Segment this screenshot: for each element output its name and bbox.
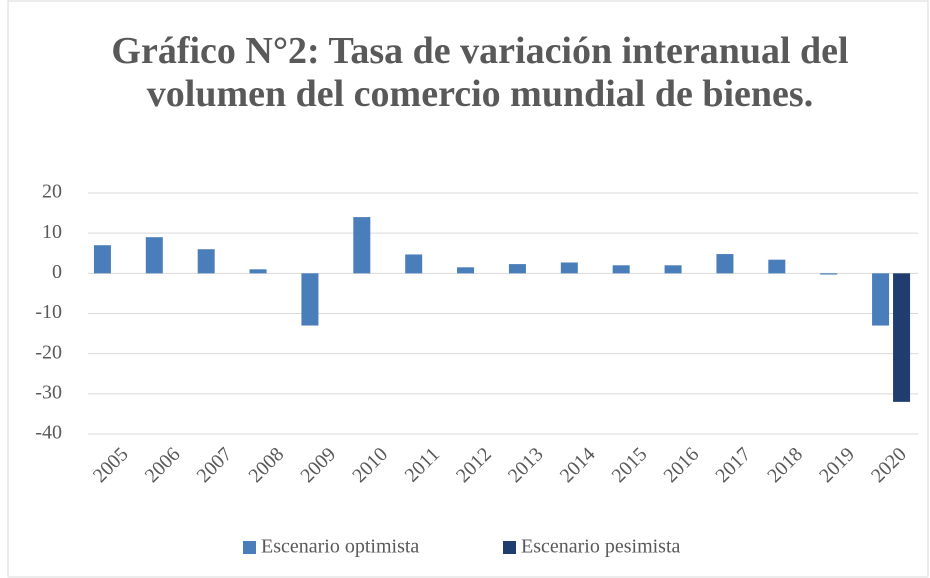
bar — [93, 245, 111, 274]
legend-swatch — [503, 541, 516, 554]
x-tick-label: 2015 — [608, 443, 652, 487]
y-tick-label: -20 — [35, 341, 62, 363]
bar — [768, 259, 786, 274]
x-tick-label: 2011 — [401, 443, 444, 486]
y-tick-label: -10 — [35, 301, 62, 323]
bar — [716, 254, 734, 274]
bar — [249, 269, 267, 274]
x-tick-label: 2012 — [452, 443, 496, 487]
x-tick-label: 2006 — [141, 443, 185, 487]
bar — [197, 249, 215, 274]
bar — [820, 273, 838, 275]
y-tick-label: -30 — [35, 381, 62, 403]
bar — [664, 265, 682, 274]
x-tick-label: 2009 — [296, 443, 340, 487]
y-tick-label: 10 — [42, 221, 62, 243]
x-tick-label: 2007 — [193, 443, 237, 487]
x-tick-label: 2008 — [245, 443, 289, 487]
bar — [353, 217, 371, 274]
bar — [612, 265, 630, 274]
chart-border — [7, 0, 929, 578]
bar — [893, 273, 911, 402]
legend-swatch — [243, 541, 256, 554]
bar — [560, 262, 578, 274]
legend-label: Escenario optimista — [261, 536, 419, 558]
x-tick-label: 2020 — [867, 443, 911, 487]
legend-label: Escenario pesimista — [521, 536, 681, 558]
x-tick-label: 2010 — [348, 443, 392, 487]
x-tick-label: 2013 — [504, 443, 548, 487]
bar — [405, 254, 423, 274]
bar — [301, 273, 319, 326]
x-tick-label: 2005 — [89, 443, 133, 487]
y-tick-label: 0 — [52, 261, 62, 283]
bar — [872, 273, 890, 326]
x-tick-label: 2017 — [711, 443, 755, 487]
y-tick-label: -40 — [35, 422, 62, 444]
chart-title: Gráfico N°2: Tasa de variación interanua… — [111, 30, 849, 115]
x-tick-label: 2014 — [556, 443, 600, 487]
y-tick-label: 20 — [42, 181, 62, 203]
x-tick-label: 2018 — [763, 443, 807, 487]
x-tick-label: 2019 — [815, 443, 859, 487]
x-tick-label: 2016 — [660, 443, 704, 487]
bar — [508, 264, 526, 274]
bar — [145, 237, 163, 274]
bar — [457, 267, 475, 274]
